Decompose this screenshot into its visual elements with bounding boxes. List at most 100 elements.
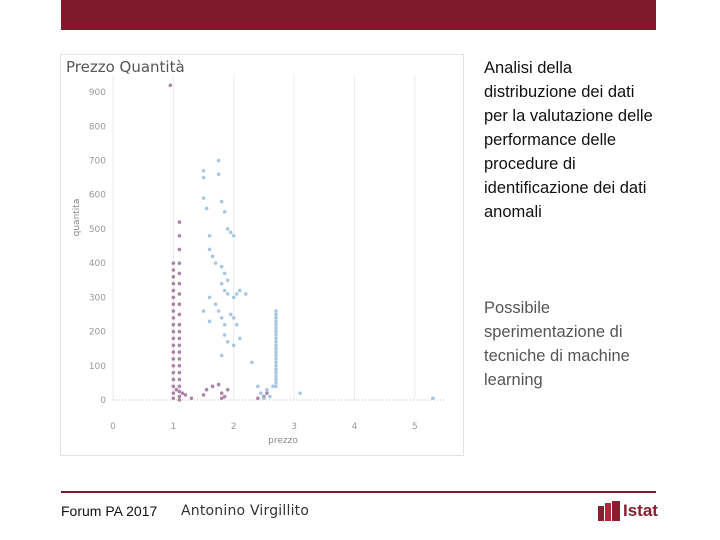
header-bar bbox=[61, 0, 656, 30]
data-point bbox=[274, 377, 278, 382]
data-point bbox=[210, 254, 215, 259]
data-point bbox=[204, 206, 209, 211]
data-point bbox=[222, 288, 227, 293]
data-point bbox=[298, 391, 302, 395]
data-point bbox=[171, 302, 176, 307]
data-point bbox=[177, 233, 182, 238]
data-point bbox=[274, 333, 278, 337]
analysis-description: Analisi della distribuzione dei dati per… bbox=[484, 59, 653, 221]
data-point bbox=[274, 363, 278, 368]
data-point bbox=[171, 377, 176, 382]
y-axis-title: quantita bbox=[72, 199, 82, 237]
data-point bbox=[231, 295, 236, 300]
data-point bbox=[201, 393, 206, 397]
istat-logo: Istat bbox=[598, 500, 658, 522]
data-point bbox=[177, 370, 182, 375]
data-point bbox=[177, 302, 182, 307]
y-tick-label: 700 bbox=[89, 157, 106, 167]
data-point bbox=[171, 384, 176, 389]
data-point bbox=[177, 384, 182, 389]
data-point bbox=[177, 220, 182, 224]
data-point bbox=[171, 288, 176, 293]
data-point bbox=[177, 261, 182, 265]
data-point bbox=[201, 168, 206, 173]
data-point bbox=[201, 175, 206, 180]
data-point bbox=[225, 340, 230, 344]
data-point bbox=[171, 357, 176, 361]
x-tick-label: 3 bbox=[291, 422, 297, 432]
data-point bbox=[274, 350, 278, 354]
chart-title: Prezzo Quantità bbox=[66, 58, 185, 76]
data-point bbox=[207, 233, 212, 238]
data-point bbox=[228, 312, 233, 317]
data-point bbox=[201, 309, 206, 313]
data-point bbox=[177, 357, 182, 361]
data-point bbox=[274, 319, 278, 324]
x-tick-label: 0 bbox=[110, 422, 116, 432]
data-point bbox=[168, 83, 173, 88]
y-tick-label: 100 bbox=[89, 362, 106, 372]
data-point bbox=[274, 340, 278, 344]
footer-event: Forum PA 2017 bbox=[61, 503, 158, 519]
y-tick-label: 300 bbox=[89, 293, 106, 303]
data-point bbox=[171, 275, 176, 279]
data-point bbox=[219, 264, 224, 269]
data-point bbox=[225, 278, 230, 283]
data-point bbox=[231, 343, 236, 348]
data-point bbox=[216, 172, 221, 177]
data-point bbox=[207, 295, 212, 300]
data-point bbox=[259, 391, 263, 395]
data-point bbox=[219, 316, 224, 320]
data-point bbox=[171, 396, 176, 401]
data-point bbox=[171, 295, 176, 300]
y-tick-label: 400 bbox=[89, 259, 106, 269]
data-point bbox=[222, 210, 227, 214]
data-point bbox=[216, 158, 221, 163]
data-point bbox=[177, 271, 182, 276]
data-point bbox=[274, 367, 278, 372]
data-point bbox=[274, 326, 278, 330]
data-point bbox=[225, 292, 230, 296]
data-point bbox=[171, 322, 176, 327]
data-point bbox=[256, 396, 260, 401]
data-point bbox=[274, 343, 278, 348]
data-point bbox=[225, 227, 230, 231]
data-point bbox=[265, 387, 269, 392]
data-point bbox=[171, 281, 176, 286]
data-point bbox=[237, 288, 242, 293]
data-point bbox=[177, 389, 182, 394]
y-tick-label: 900 bbox=[89, 88, 106, 98]
data-point bbox=[228, 230, 233, 235]
data-point bbox=[171, 391, 176, 395]
data-point bbox=[231, 316, 236, 320]
data-point bbox=[177, 292, 182, 296]
data-point bbox=[171, 343, 176, 348]
machine-learning-note: Possibile sperimentazione di tecniche di… bbox=[484, 299, 630, 389]
data-point bbox=[234, 292, 239, 296]
data-point bbox=[222, 394, 227, 399]
data-point bbox=[213, 302, 218, 307]
data-point bbox=[274, 322, 278, 327]
data-point bbox=[213, 261, 218, 265]
data-point bbox=[177, 247, 182, 252]
data-point bbox=[171, 329, 176, 334]
data-point bbox=[171, 370, 176, 375]
data-point bbox=[177, 398, 182, 402]
data-point bbox=[171, 350, 176, 354]
data-point bbox=[274, 381, 278, 385]
data-point bbox=[210, 384, 215, 389]
data-point bbox=[177, 322, 182, 327]
y-tick-label: 800 bbox=[89, 122, 106, 132]
data-point bbox=[207, 319, 212, 324]
data-point bbox=[237, 336, 242, 341]
data-point bbox=[177, 336, 182, 341]
data-point bbox=[171, 316, 176, 320]
data-point bbox=[177, 343, 182, 348]
y-tick-label: 200 bbox=[89, 328, 106, 338]
y-tick-label: 600 bbox=[89, 191, 106, 201]
data-point bbox=[274, 316, 278, 320]
data-point bbox=[274, 353, 278, 358]
data-point bbox=[171, 309, 176, 313]
data-point bbox=[174, 387, 179, 392]
data-point bbox=[171, 336, 176, 341]
